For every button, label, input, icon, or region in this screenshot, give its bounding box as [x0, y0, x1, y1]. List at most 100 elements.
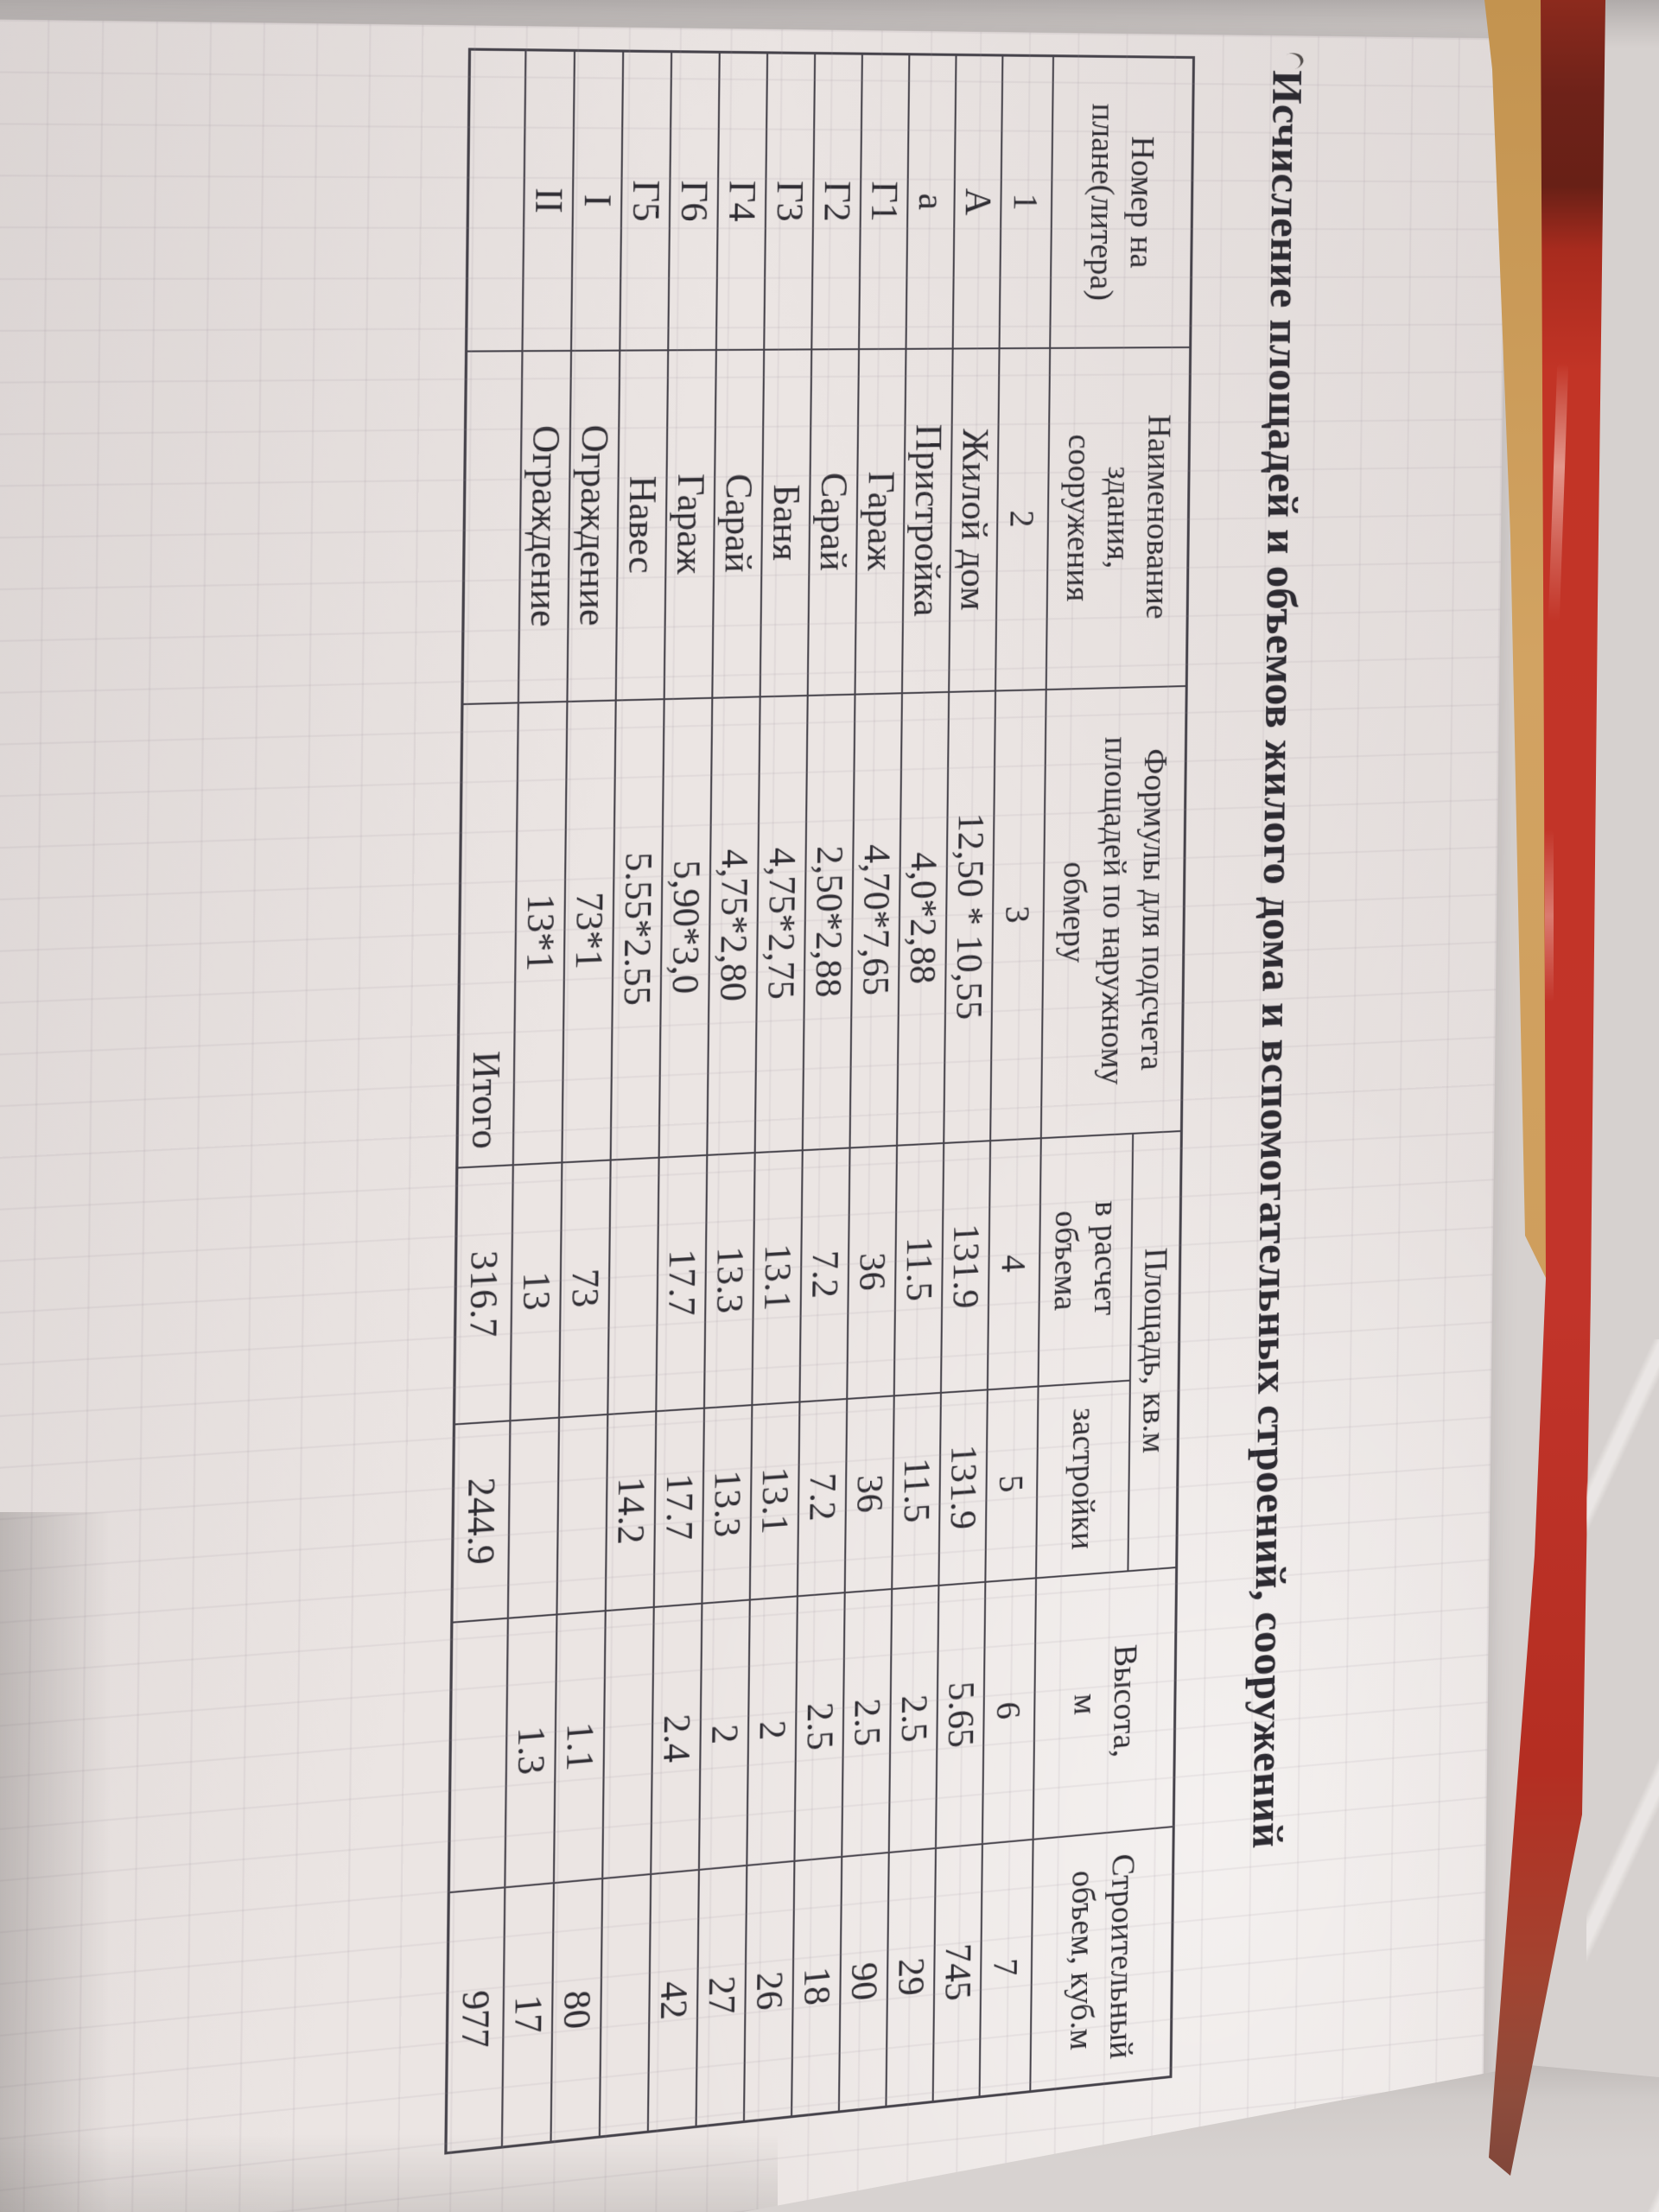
header-area-built: застройки: [1035, 1380, 1130, 1578]
cell-area-for-volume: 17.7: [655, 1154, 707, 1411]
cell-formula: 4,75*2,80: [706, 696, 760, 1155]
cell-height: 2.4: [650, 1603, 702, 1874]
cell-plan-number: I: [570, 50, 623, 351]
cell-formula: 4,0*2,88: [896, 691, 949, 1146]
header-volume: Строительный объем, куб.м: [1029, 1826, 1174, 2092]
cell-area-built: 14.2: [605, 1410, 656, 1611]
cell-plan-number: Г5: [619, 51, 671, 351]
cell-area-built: 244.9: [451, 1420, 511, 1623]
header-formula: Формулы для подсчета площадей по наружно…: [1040, 685, 1187, 1138]
cell-height: 2.5: [794, 1592, 845, 1861]
cell-plan-number: Г2: [810, 53, 862, 349]
cell-formula: 12,50 * 10,55: [943, 690, 995, 1143]
cell-building-name: Жилой дом: [948, 347, 1000, 692]
cell-building-name: Гараж: [855, 348, 906, 695]
column-number: 7: [979, 1839, 1033, 2097]
cell-volume: 27: [696, 1865, 747, 2127]
cell-plan-number: Г4: [715, 52, 767, 350]
cell-volume: 90: [838, 1852, 889, 2113]
document-title: Исчисление площадей и объемов жилого дом…: [1243, 69, 1311, 1851]
cell-area-for-volume: 316.7: [454, 1164, 513, 1424]
cell-building-name: [461, 350, 523, 704]
cell-formula: 4,70*7,65: [849, 692, 902, 1147]
cell-formula: 5.55*2.55: [610, 698, 664, 1160]
cell-building-name: Ограждение: [518, 350, 571, 702]
cell-plan-number: а: [906, 54, 957, 349]
cell-plan-number: Г6: [667, 51, 720, 350]
cell-volume: 745: [932, 1843, 982, 2102]
cell-area-built: 36: [844, 1395, 894, 1592]
cell-area-for-volume: 73: [558, 1160, 611, 1418]
cell-height: 1.3: [504, 1613, 557, 1887]
cell-plan-number: II: [522, 49, 575, 351]
cell-height: 1.1: [553, 1610, 606, 1883]
pen-mark: [1286, 48, 1306, 71]
cell-volume: 42: [647, 1869, 699, 2133]
column-number: 4: [987, 1137, 1041, 1389]
cell-area-for-volume: 13.3: [703, 1152, 755, 1408]
cell-formula: Итого: [456, 702, 518, 1168]
table-body: А Жилой дом 12,50 * 10,55 131.9 131.9 5.…: [445, 49, 1003, 2153]
cell-formula: 5,90*3,0: [658, 697, 712, 1158]
cell-area-for-volume: 13.1: [752, 1149, 803, 1405]
cell-area-built: 7.2: [797, 1398, 847, 1596]
table-header: Номер на плане(литера) Наименование здан…: [979, 54, 1194, 2097]
cell-area-for-volume: 36: [846, 1145, 897, 1399]
cell-volume: 26: [743, 1860, 795, 2122]
cell-area-built: 17.7: [653, 1408, 704, 1607]
paper-sheet: Исчисление площадей и объемов жилого дом…: [0, 17, 1507, 2212]
cell-area-built: 13.1: [749, 1402, 800, 1600]
column-number: 3: [989, 689, 1046, 1141]
cell-area-built: 11.5: [891, 1392, 941, 1589]
header-building-name: Наименование здания, сооружения: [1046, 346, 1191, 690]
cell-height: 2.5: [888, 1585, 939, 1853]
cell-building-name: Пристройка: [901, 347, 953, 693]
background-creases: [1586, 1339, 1659, 2212]
cell-area-built: [556, 1414, 607, 1614]
cell-plan-number: А: [952, 54, 1003, 348]
cell-plan-number: Г1: [858, 54, 909, 349]
cell-area-for-volume: [607, 1157, 659, 1414]
cell-formula: 2,50*2,88: [802, 694, 855, 1150]
cell-formula: 73*1: [562, 700, 616, 1162]
cell-area-for-volume: 131.9: [940, 1140, 990, 1393]
header-area-group: Площадь, кв.м: [1128, 1130, 1182, 1571]
cell-building-name: Сарай: [807, 348, 859, 696]
column-number: 2: [995, 347, 1050, 691]
cell-volume: 977: [445, 1886, 505, 2153]
cell-area-for-volume: 11.5: [893, 1142, 944, 1395]
cell-volume: 18: [791, 1856, 842, 2117]
cell-volume: 29: [886, 1847, 936, 2107]
cell-formula: 13*1: [512, 701, 568, 1165]
cell-height: 2: [746, 1595, 798, 1866]
cell-area-for-volume: 7.2: [799, 1147, 850, 1402]
cell-building-name: Ограждение: [567, 350, 620, 702]
calculation-table: Номер на плане(литера) Наименование здан…: [443, 48, 1195, 2155]
cell-plan-number: Г3: [763, 52, 815, 350]
cell-height: 2: [698, 1599, 750, 1870]
cell-volume: [599, 1873, 651, 2138]
header-plan-number: Номер на плане(литера): [1049, 55, 1194, 348]
cell-height: 5.65: [935, 1581, 985, 1848]
cell-building-name: Гараж: [664, 349, 716, 699]
cell-area-for-volume: 13: [510, 1161, 563, 1421]
column-number: 1: [999, 54, 1053, 348]
cell-height: 2.5: [841, 1588, 892, 1857]
cell-height: [448, 1618, 508, 1892]
cell-building-name: Сарай: [711, 349, 764, 698]
cell-area-built: [507, 1417, 559, 1618]
cell-height: [601, 1606, 654, 1878]
cell-plan-number: [466, 49, 526, 352]
cell-area-built: 131.9: [938, 1389, 988, 1586]
cell-building-name: Навес: [615, 349, 668, 701]
cell-formula: 4,75*2,75: [754, 695, 808, 1153]
cell-area-built: 13.3: [702, 1404, 753, 1604]
header-height: Высота, м: [1033, 1567, 1177, 1840]
header-area-for-volume: в расчет объема: [1038, 1133, 1133, 1387]
cell-volume: 80: [550, 1878, 602, 2143]
cell-volume: 17: [501, 1882, 554, 2148]
column-number: 5: [984, 1386, 1039, 1582]
cell-building-name: Баня: [760, 348, 811, 696]
header-row-main: Номер на плане(литера) Наименование здан…: [1029, 55, 1194, 2092]
